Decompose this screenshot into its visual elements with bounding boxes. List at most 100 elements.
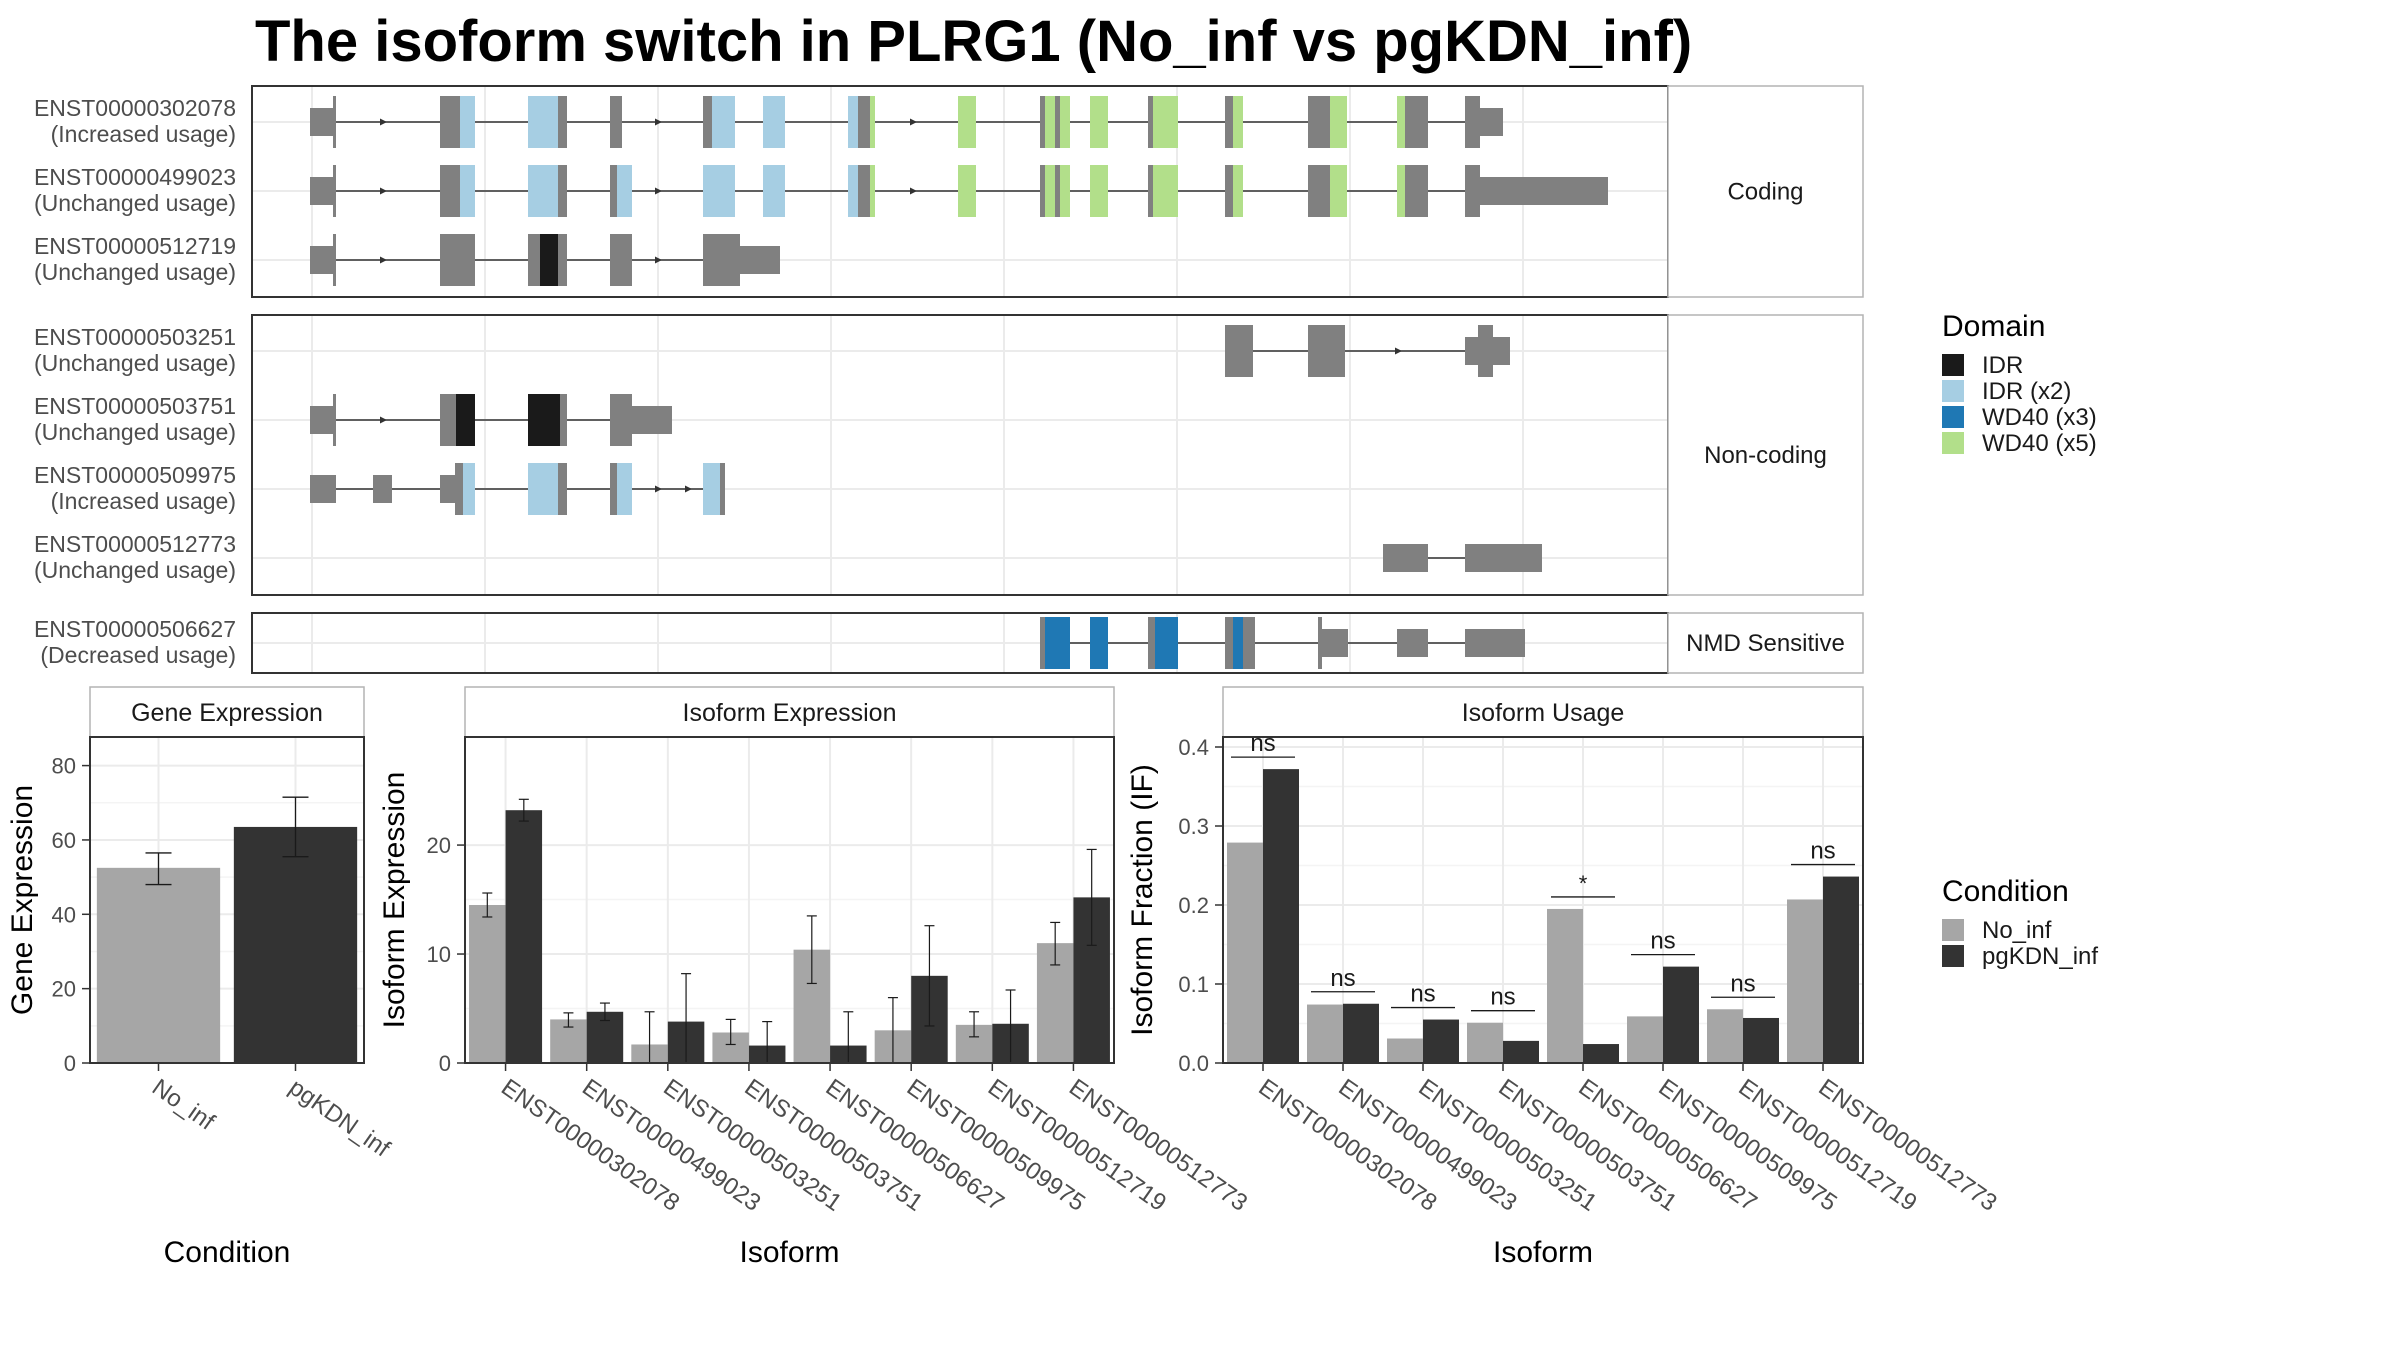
bar: [1707, 1009, 1743, 1063]
exon-block: [440, 394, 456, 446]
exon-block: [1322, 629, 1348, 657]
exon-block: [720, 463, 725, 515]
legend-label: pgKDN_inf: [1982, 943, 2098, 970]
exon-block: [1405, 96, 1428, 148]
domain-block: [617, 165, 632, 217]
strand-arrow: [1395, 347, 1402, 355]
isoform-id-label: ENST00000506627: [34, 616, 236, 642]
significance-label: ns: [1730, 970, 1755, 997]
panel-strip: [89, 686, 365, 738]
domain-block: [763, 96, 785, 148]
exon-block: [1493, 337, 1510, 365]
significance-label: *: [1579, 871, 1588, 896]
plot-frame: [464, 736, 1115, 1064]
legend-label: IDR (x2): [1982, 378, 2071, 405]
exon-block: [740, 246, 780, 274]
exon-block: [560, 394, 567, 446]
domain-block: [463, 463, 475, 515]
bar: [1547, 908, 1583, 1063]
domain-block: [1397, 96, 1405, 148]
domain-block: [1045, 617, 1070, 669]
domain-block: [460, 165, 475, 217]
exon-block: [1308, 325, 1345, 377]
domain-block: [1060, 96, 1070, 148]
exon-block: [333, 96, 336, 148]
facet-strip: [1667, 314, 1864, 596]
domain-block: [703, 463, 720, 515]
exon-block: [440, 234, 475, 286]
exon-block: [610, 165, 617, 217]
strand-arrow: [655, 118, 662, 126]
exon-block: [858, 96, 870, 148]
exon-block: [440, 96, 460, 148]
exon-block: [1225, 96, 1233, 148]
exon-block: [1040, 96, 1045, 148]
strand-arrow: [655, 187, 662, 195]
exon-block: [1480, 177, 1608, 205]
exon-block: [858, 165, 870, 217]
exon-block: [1478, 325, 1493, 377]
y-tick-label: 0.0: [1178, 1051, 1209, 1076]
exon-block: [1225, 165, 1233, 217]
domain-block: [1090, 617, 1108, 669]
exon-block: [1405, 165, 1428, 217]
x-axis-title: Isoform: [1493, 1236, 1593, 1269]
domain-block: [712, 96, 735, 148]
isoform-usage-label: (Increased usage): [51, 488, 236, 514]
facet-frame: [251, 314, 1669, 596]
significance-label: ns: [1330, 965, 1355, 992]
domain-block: [1090, 96, 1108, 148]
y-tick-label: 40: [52, 902, 76, 927]
y-axis-title: Isoform Fraction (IF): [1126, 764, 1159, 1036]
domain-block: [528, 394, 560, 446]
y-tick-label: 0: [439, 1051, 451, 1076]
y-tick-label: 60: [52, 828, 76, 853]
domain-block: [528, 96, 558, 148]
domain-block: [528, 165, 558, 217]
bar: [1787, 899, 1823, 1063]
exon-block: [333, 165, 336, 217]
legend-swatch: [1942, 380, 1964, 402]
domain-block: [540, 234, 558, 286]
isoform-expression-panel: Isoform Expression01020ENST00000302078EN…: [378, 686, 1252, 1269]
domain-block: [1397, 165, 1405, 217]
legend-swatch: [1942, 354, 1964, 376]
bar: [1423, 1019, 1459, 1063]
exon-block: [1148, 96, 1153, 148]
domain-block: [1153, 96, 1178, 148]
exon-block: [440, 475, 455, 503]
domain-block: [528, 463, 558, 515]
bar: [1343, 1003, 1379, 1063]
exon-block: [703, 234, 740, 286]
isoform-id-label: ENST00000302078: [34, 95, 236, 121]
exon-block: [310, 177, 333, 205]
exon-block: [1308, 165, 1330, 217]
panel-title: Gene Expression: [131, 699, 323, 727]
legend-swatch: [1942, 432, 1964, 454]
facet-strip: [1667, 85, 1864, 298]
x-tick-label: pgKDN_inf: [284, 1074, 395, 1163]
bar: [505, 810, 543, 1063]
bar: [233, 826, 358, 1063]
exon-block: [558, 463, 567, 515]
strand-arrow: [655, 485, 662, 493]
facet-label: NMD Sensitive: [1686, 630, 1845, 657]
strand-arrow: [380, 416, 387, 424]
domain-block: [1233, 165, 1243, 217]
exon-block: [1055, 165, 1060, 217]
exon-block: [610, 463, 617, 515]
bar: [1227, 842, 1263, 1063]
legend-swatch: [1942, 919, 1964, 941]
panel-strip: [1222, 686, 1864, 738]
exon-block: [1243, 617, 1255, 669]
exon-block: [1465, 629, 1525, 657]
exon-block: [1465, 96, 1480, 148]
exon-block: [310, 406, 333, 434]
exon-block: [333, 394, 336, 446]
exon-block: [440, 165, 460, 217]
isoform-id-label: ENST00000512719: [34, 233, 236, 259]
exon-block: [1465, 337, 1478, 365]
isoform-usage-label: (Unchanged usage): [34, 419, 236, 445]
